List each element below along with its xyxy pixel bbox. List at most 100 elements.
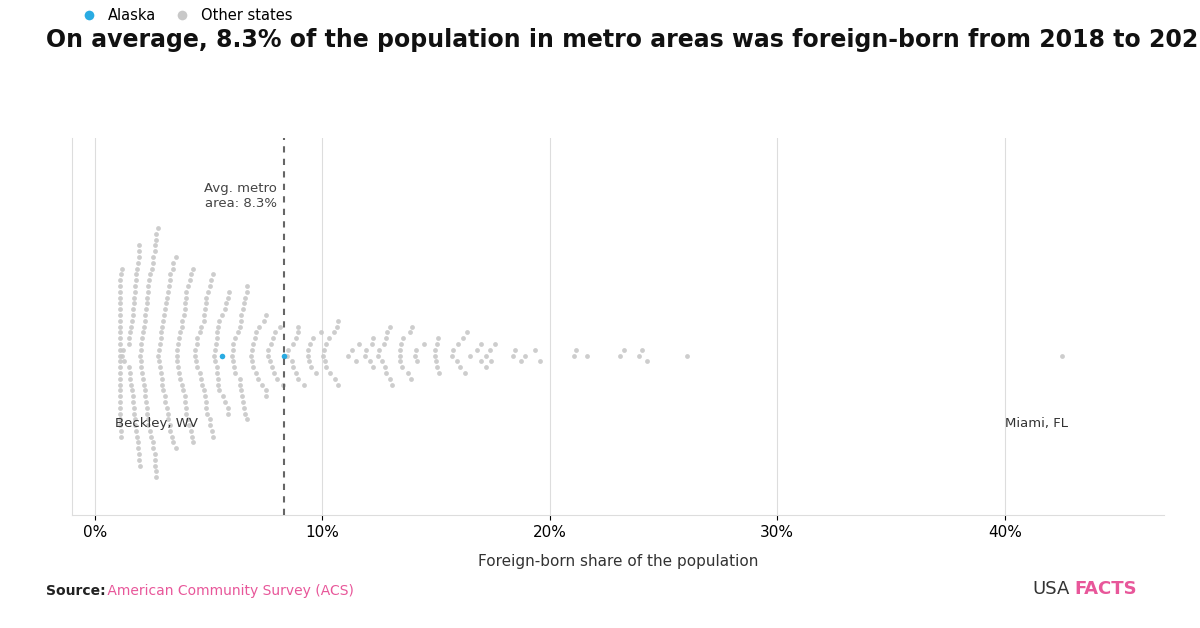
- Point: [151, 333, 170, 343]
- Point: [110, 420, 130, 430]
- Point: [198, 287, 217, 297]
- Point: [151, 368, 170, 378]
- Point: [154, 386, 173, 396]
- Point: [145, 455, 164, 465]
- Point: [155, 304, 174, 314]
- Point: [200, 281, 220, 291]
- Point: [150, 339, 169, 349]
- Point: [398, 368, 418, 378]
- Point: [173, 386, 192, 396]
- Point: [244, 339, 263, 349]
- Point: [262, 362, 281, 372]
- Point: [187, 339, 206, 349]
- Point: [168, 339, 187, 349]
- Point: [126, 281, 145, 291]
- Point: [632, 345, 652, 355]
- Point: [110, 275, 130, 285]
- Point: [146, 229, 166, 239]
- Point: [283, 339, 302, 349]
- Point: [175, 391, 194, 401]
- Point: [226, 368, 245, 378]
- Point: [428, 333, 448, 343]
- Point: [230, 322, 250, 332]
- Point: [394, 333, 413, 343]
- Text: USA: USA: [1032, 580, 1069, 598]
- Point: [328, 322, 347, 332]
- Point: [230, 374, 250, 384]
- Point: [364, 333, 383, 343]
- Point: [175, 397, 194, 407]
- Point: [128, 438, 148, 448]
- Point: [401, 327, 420, 337]
- Point: [110, 362, 130, 372]
- Point: [317, 362, 336, 372]
- Point: [205, 356, 224, 366]
- Point: [136, 386, 155, 396]
- Point: [124, 397, 143, 407]
- Point: [511, 356, 530, 366]
- Point: [306, 368, 325, 378]
- Point: [110, 408, 130, 418]
- Point: [110, 281, 130, 291]
- Point: [314, 345, 334, 355]
- Point: [414, 339, 433, 349]
- Point: [504, 350, 523, 360]
- Point: [167, 350, 186, 360]
- Point: [163, 438, 182, 448]
- Point: [179, 420, 198, 430]
- Point: [112, 269, 131, 279]
- Legend: Alaska, Other states: Alaska, Other states: [68, 3, 299, 29]
- Point: [262, 339, 281, 349]
- Point: [130, 449, 149, 459]
- Point: [144, 443, 163, 453]
- Point: [209, 322, 228, 332]
- Point: [376, 333, 395, 343]
- Point: [355, 350, 374, 360]
- Point: [223, 345, 242, 355]
- Point: [138, 408, 157, 418]
- Point: [629, 350, 648, 360]
- Point: [125, 293, 144, 303]
- Point: [224, 339, 244, 349]
- Point: [157, 293, 176, 303]
- Point: [402, 322, 421, 332]
- Point: [150, 362, 169, 372]
- Point: [173, 316, 192, 326]
- Point: [197, 293, 216, 303]
- Point: [110, 339, 130, 349]
- Point: [638, 356, 658, 366]
- Point: [298, 350, 317, 360]
- Point: [456, 368, 475, 378]
- Point: [187, 356, 206, 366]
- Point: [194, 386, 214, 396]
- Point: [223, 356, 242, 366]
- Point: [145, 449, 164, 459]
- Point: [132, 362, 151, 372]
- Point: [145, 246, 164, 256]
- Point: [110, 298, 130, 308]
- Point: [144, 252, 163, 262]
- Point: [200, 420, 220, 430]
- Point: [257, 386, 276, 396]
- Point: [480, 345, 499, 355]
- Point: [125, 287, 144, 297]
- Point: [184, 438, 203, 448]
- Point: [218, 408, 238, 418]
- Point: [242, 356, 262, 366]
- Point: [126, 414, 145, 425]
- Text: Source:: Source:: [46, 584, 106, 598]
- Point: [176, 287, 196, 297]
- Point: [131, 461, 150, 471]
- Point: [408, 356, 427, 366]
- Point: [110, 316, 130, 326]
- Point: [127, 431, 146, 441]
- Point: [158, 287, 178, 297]
- Point: [125, 298, 144, 308]
- Point: [110, 327, 130, 337]
- Point: [166, 443, 185, 453]
- Point: [611, 350, 630, 360]
- Point: [137, 397, 156, 407]
- Point: [268, 374, 287, 384]
- Point: [449, 339, 468, 349]
- Point: [246, 368, 265, 378]
